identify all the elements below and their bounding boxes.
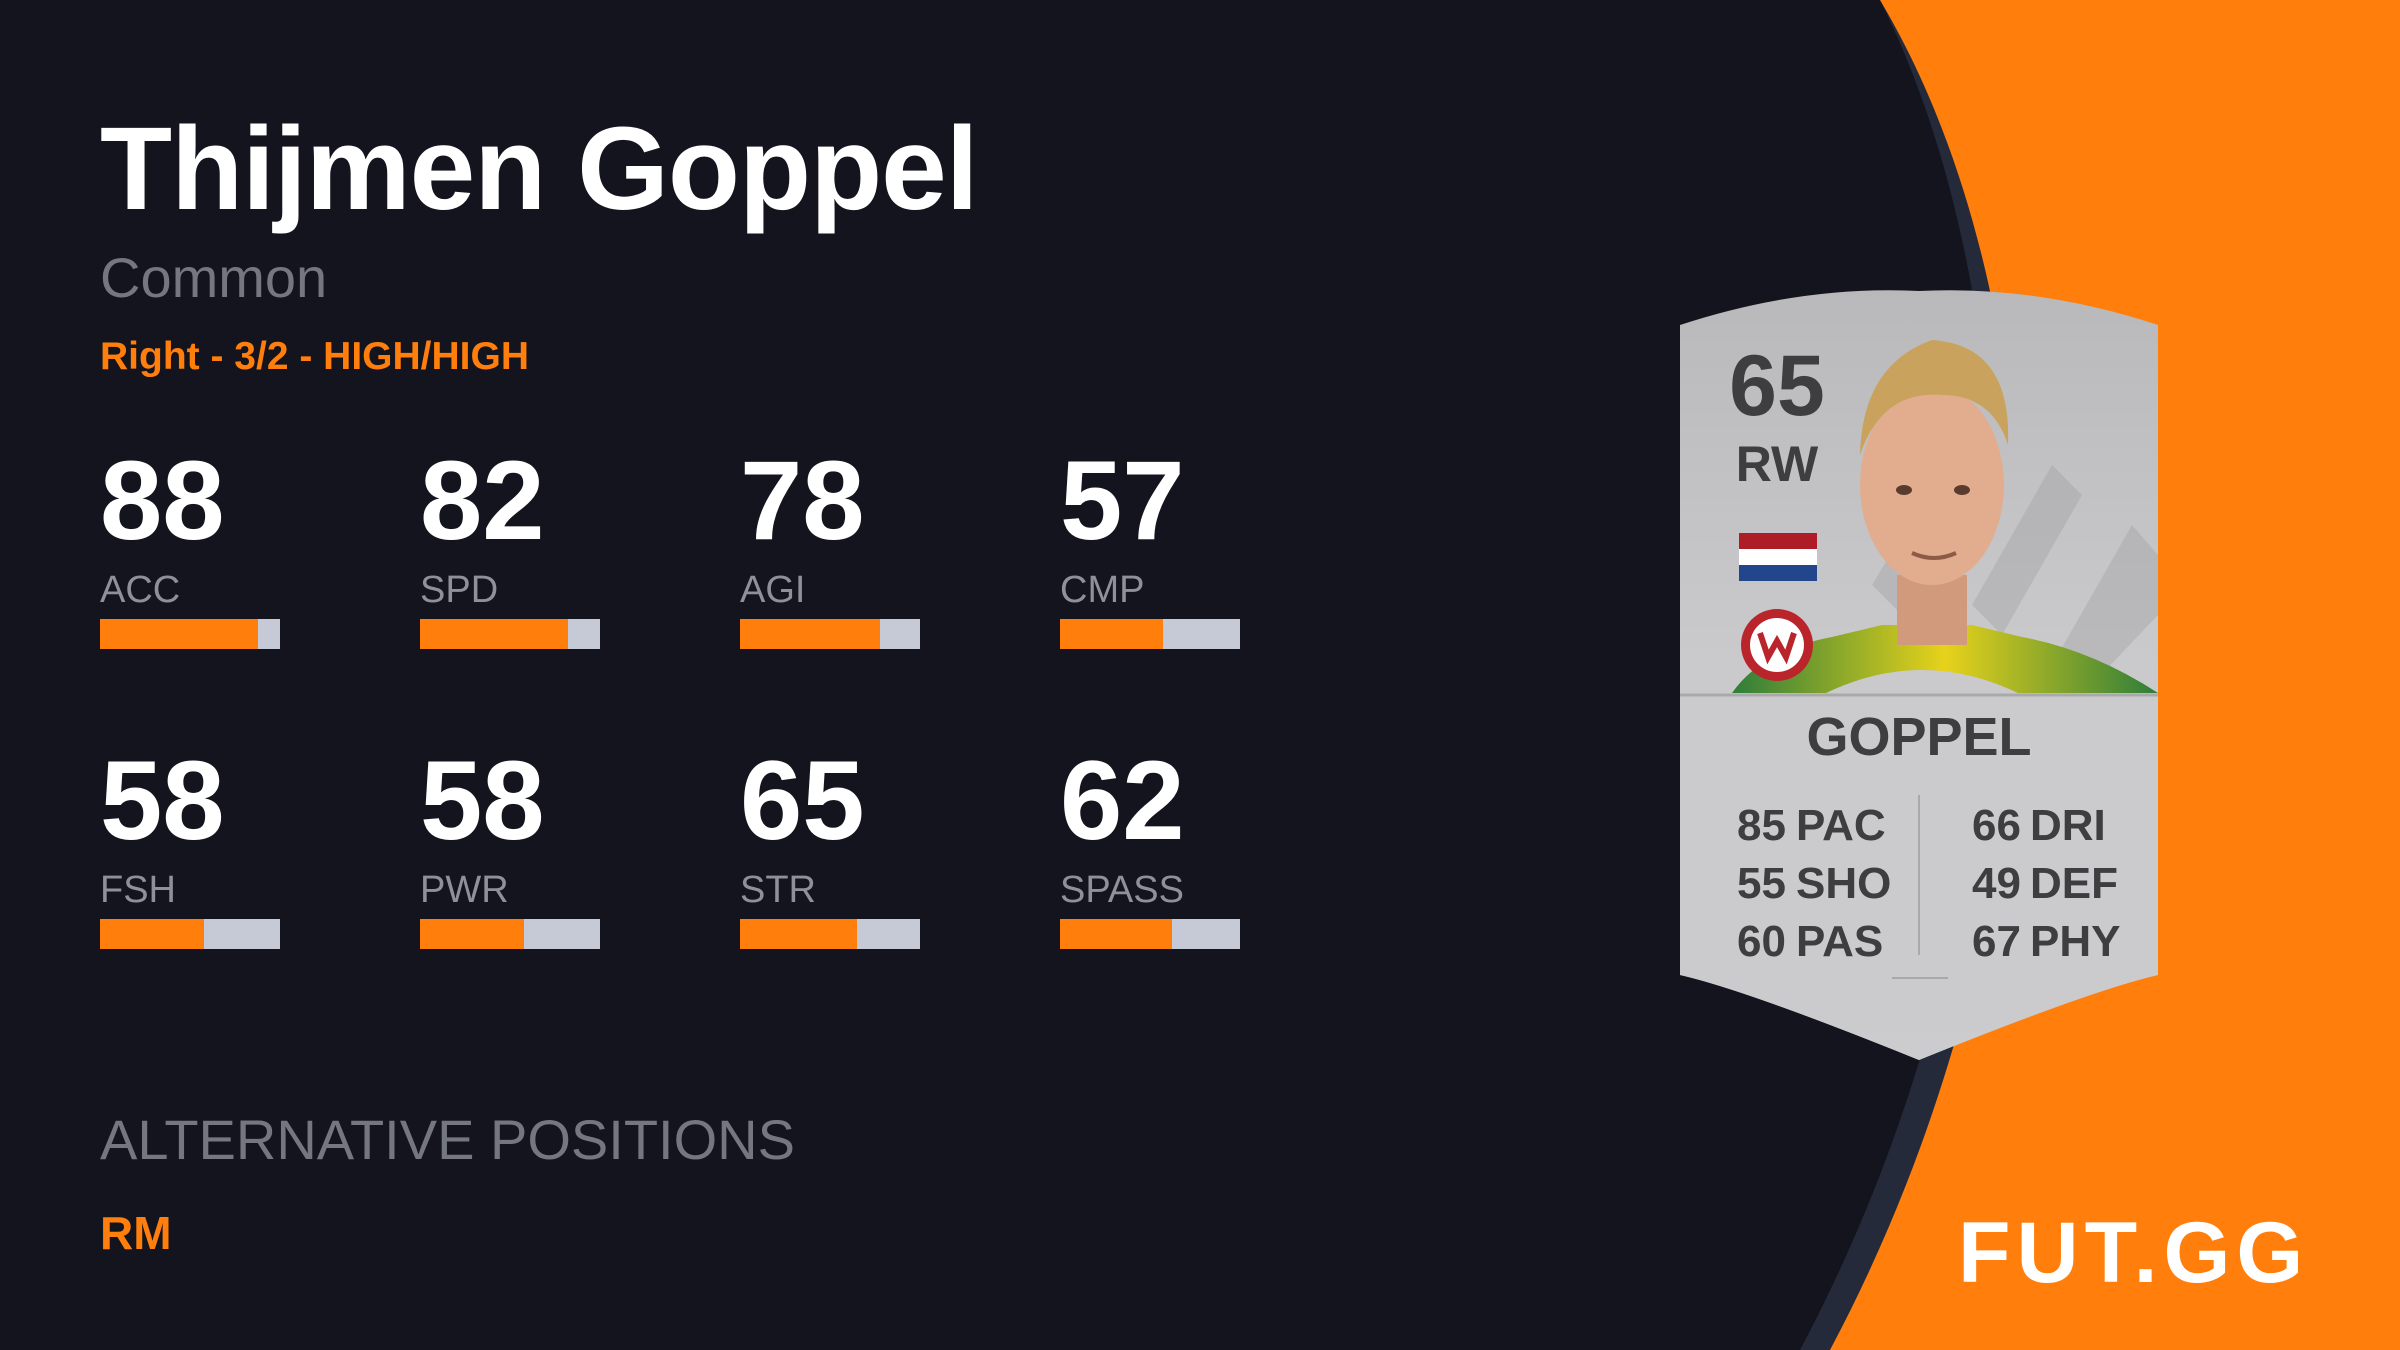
stat-acc: 88 ACC xyxy=(100,445,282,649)
stat-bar xyxy=(100,619,280,649)
stat-bar-fill xyxy=(1060,919,1172,949)
player-name: Thijmen Goppel xyxy=(100,103,979,235)
card-left-stat-label: PAC xyxy=(1796,801,1886,850)
stat-fsh: 58 FSH xyxy=(100,745,282,949)
card-left-stat-label: PAS xyxy=(1796,917,1883,966)
stat-value: 88 xyxy=(100,438,225,563)
card-left-stat-value: 55 xyxy=(1737,859,1786,908)
stat-bar xyxy=(1060,919,1240,949)
stat-label: ACC xyxy=(100,569,181,611)
stat-bar-fill xyxy=(100,919,205,949)
stat-bar xyxy=(1060,619,1240,649)
fut-gg-logo: FUT.GG xyxy=(1958,1205,2310,1301)
netherlands-flag-icon xyxy=(1739,533,1817,581)
stat-bar-fill xyxy=(740,619,881,649)
stat-agi: 78 AGI xyxy=(740,445,922,649)
card-right-stat-label: PHY xyxy=(2030,917,2120,966)
stat-label: STR xyxy=(740,869,816,911)
card-right-stat-label: DEF xyxy=(2030,859,2118,908)
stat-bar xyxy=(420,619,600,649)
card-name: GOPPEL xyxy=(1806,707,2031,767)
card-right-stat-value: 67 xyxy=(1972,917,2021,966)
stat-value: 65 xyxy=(740,738,865,863)
stat-bar-fill xyxy=(100,619,259,649)
stat-str: 65 STR xyxy=(740,745,922,949)
card-left-stat-label: SHO xyxy=(1796,859,1891,908)
stat-bar-fill xyxy=(1060,619,1163,649)
card-left-stat-value: 85 xyxy=(1737,801,1786,850)
stat-bar xyxy=(420,919,600,949)
card-rating: 65 xyxy=(1729,338,1825,434)
stat-value: 58 xyxy=(420,738,545,863)
card-right-stat-value: 49 xyxy=(1972,859,2021,908)
player-meta: Right - 3/2 - HIGH/HIGH xyxy=(100,335,529,378)
stat-label: SPD xyxy=(420,569,499,611)
stat-spass: 62 SPASS xyxy=(1060,745,1242,949)
stat-label: FSH xyxy=(100,869,176,911)
card-left-stat-value: 60 xyxy=(1737,917,1786,966)
stat-bar-fill xyxy=(420,919,525,949)
stat-bar xyxy=(100,919,280,949)
player-rarity: Common xyxy=(100,246,328,309)
player-photo xyxy=(1732,340,2158,695)
stat-pwr: 58 PWR xyxy=(420,745,602,949)
stat-bar-fill xyxy=(420,619,568,649)
stat-value: 82 xyxy=(420,438,545,563)
stat-value: 58 xyxy=(100,738,225,863)
alternative-positions-value: RM xyxy=(100,1207,172,1259)
stat-cmp: 57 CMP xyxy=(1060,445,1242,649)
stat-value: 62 xyxy=(1060,738,1185,863)
alternative-positions-title: ALTERNATIVE POSITIONS xyxy=(100,1108,795,1171)
stat-label: CMP xyxy=(1060,569,1145,611)
stat-label: AGI xyxy=(740,569,806,611)
club-crest-icon xyxy=(1741,609,1813,681)
stat-bar xyxy=(740,919,920,949)
card-right-stat-label: DRI xyxy=(2030,801,2106,850)
stat-bar xyxy=(740,619,920,649)
card-position: RW xyxy=(1736,436,1819,492)
stat-value: 78 xyxy=(740,438,865,563)
stat-label: SPASS xyxy=(1060,869,1184,911)
stat-label: PWR xyxy=(420,869,509,911)
stat-bar-fill xyxy=(740,919,857,949)
card-right-stat-value: 66 xyxy=(1972,801,2021,850)
stat-spd: 82 SPD xyxy=(420,445,602,649)
stat-value: 57 xyxy=(1060,438,1185,563)
